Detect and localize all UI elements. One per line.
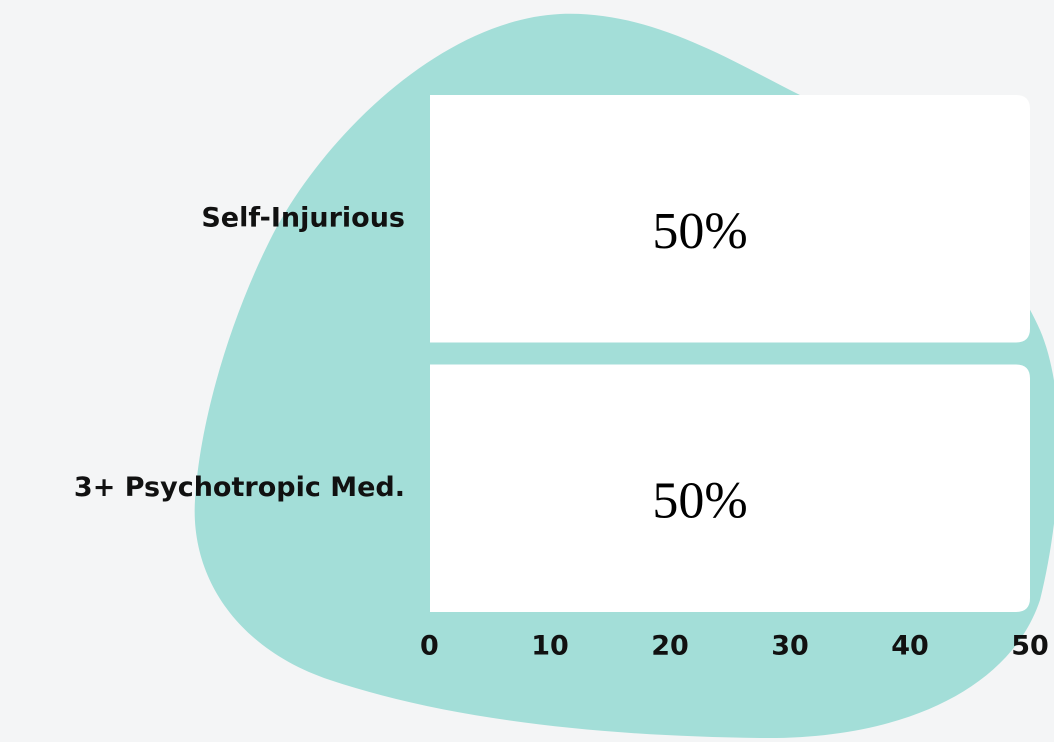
value-label: 50% (652, 473, 747, 530)
bar (430, 95, 1030, 343)
value-label: 50% (652, 203, 747, 260)
x-tick-label: 40 (891, 631, 929, 662)
x-tick-label: 0 (420, 631, 439, 662)
x-tick-label: 30 (771, 631, 809, 662)
bar (430, 364, 1030, 612)
category-label: 3+ Psychotropic Med. (74, 472, 405, 503)
x-tick-label: 20 (651, 631, 689, 662)
category-label: Self-Injurious (201, 202, 405, 233)
x-tick-label: 50 (1011, 631, 1049, 662)
x-tick-label: 10 (531, 631, 569, 662)
